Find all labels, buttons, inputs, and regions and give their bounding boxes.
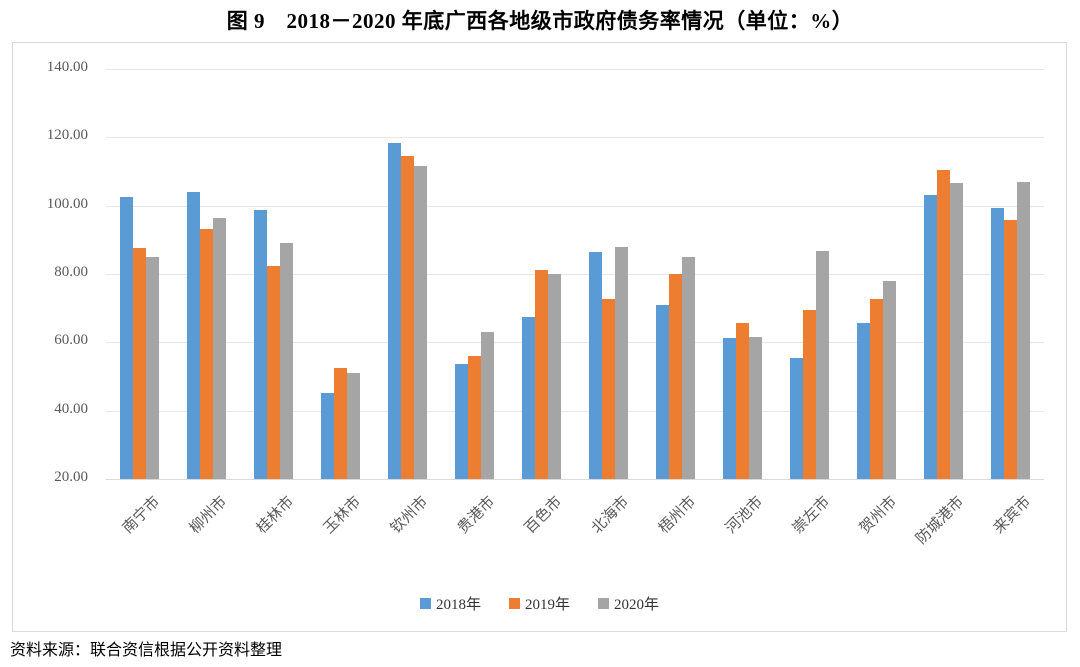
x-axis-label: 钦州市 [388,493,432,537]
bar-series2-cat12 [950,183,963,479]
bar-series1-cat7 [602,298,615,479]
bar-series2-cat0 [146,256,159,479]
bar-series1-cat1 [200,228,213,479]
y-axis-label: 60.00 [54,332,88,349]
bar-series0-cat1 [187,191,200,479]
x-axis-label: 柳州市 [187,493,231,537]
bar-series1-cat9 [736,322,749,479]
bar-series2-cat7 [615,246,628,479]
bar-series2-cat2 [280,242,293,479]
y-axis-label: 40.00 [54,400,88,417]
bar-series1-cat11 [870,298,883,479]
y-axis-label: 120.00 [46,127,88,144]
bar-series0-cat9 [723,337,736,479]
bar-series2-cat4 [414,166,427,479]
bar-series1-cat13 [1004,220,1017,479]
legend-swatch [598,598,609,609]
bar-series2-cat5 [481,332,494,479]
bar-series2-cat8 [682,256,695,479]
y-axis-label: 80.00 [54,264,88,280]
bar-series0-cat13 [991,207,1004,479]
x-axis-label: 南宁市 [120,493,164,537]
y-axis-label: 100.00 [46,195,88,212]
x-axis-label: 贵港市 [455,493,499,537]
x-axis-label: 贺州市 [857,493,901,537]
bar-series2-cat3 [347,372,360,479]
legend-swatch [508,598,520,609]
gridline [106,479,1044,480]
gridline [106,274,1044,275]
bar-series0-cat3 [321,392,334,479]
legend-swatch [419,598,431,609]
bar-series1-cat8 [669,274,682,479]
bar-series1-cat3 [334,367,347,479]
bar-series1-cat10 [803,310,816,479]
legend-label: 2019年 [524,597,570,613]
x-axis-label: 玉林市 [321,493,365,537]
x-axis-label: 河池市 [723,493,767,537]
bar-series2-cat9 [749,336,762,479]
source-note: 资料来源：联合资信根据公开资料整理 [10,642,283,659]
x-axis-label: 来宾市 [991,493,1035,537]
bar-series1-cat6 [535,270,548,479]
bar-series0-cat0 [120,197,133,479]
legend-label: 2020年 [614,597,660,613]
gridline [106,69,1044,70]
x-axis-label: 梧州市 [656,493,700,537]
legend: 2018年 2019年 2020年 [13,593,1066,614]
bar-series2-cat13 [1017,181,1030,479]
bar-series0-cat7 [589,251,602,479]
legend-item: 2018年 [419,593,481,614]
y-axis-label: 20.00 [54,469,88,485]
legend-label: 2018年 [435,597,481,613]
bar-series1-cat5 [468,356,481,479]
bar-series1-cat0 [133,247,146,479]
y-axis-label: 140.00 [46,59,88,75]
x-axis-label: 百色市 [522,493,566,537]
legend-item: 2019年 [508,593,570,614]
bar-series0-cat8 [656,305,669,479]
bar-series2-cat6 [548,274,561,479]
chart-container: 2018年 2019年 2020年 20.00 40.00 60.00 80.00 100.… [12,42,1067,632]
bar-series0-cat10 [790,357,803,479]
x-axis-label: 北海市 [589,493,633,537]
x-axis-label: 防城港市 [913,493,968,548]
gridline [106,205,1044,207]
bar-series0-cat5 [455,363,468,479]
legend-item: 2020年 [598,593,659,614]
bar-series0-cat4 [388,142,401,479]
bar-series2-cat1 [213,218,226,479]
bar-series1-cat12 [937,170,950,479]
bar-series0-cat6 [522,316,535,479]
gridline [106,410,1044,412]
bar-series0-cat11 [857,322,870,479]
bar-series0-cat12 [924,195,937,479]
gridline [106,137,1044,139]
bar-series2-cat11 [883,281,896,479]
x-axis-label: 桂林市 [254,493,298,537]
bar-series1-cat2 [267,266,280,479]
bar-series2-cat10 [816,251,829,479]
bar-series0-cat2 [254,210,267,479]
x-axis-label: 崇左市 [790,493,834,537]
chart-title: 图 9 2018－2020 年底广西各地级市政府债务率情况（单位：%） [226,9,854,33]
bar-series1-cat4 [401,155,414,479]
gridline [106,342,1044,344]
